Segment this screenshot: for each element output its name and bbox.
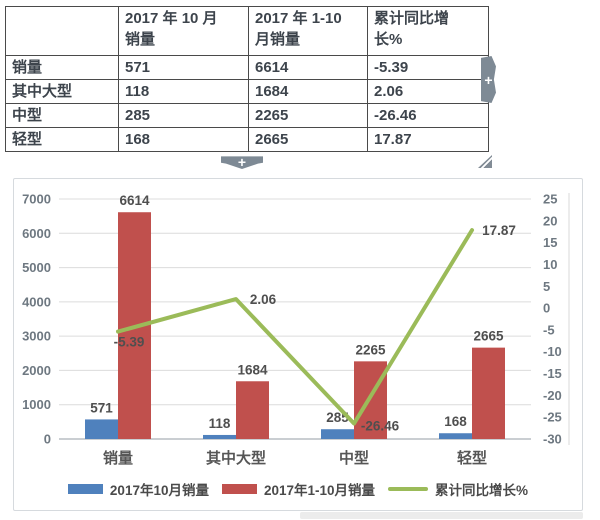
left-axis-tick-label: 4000 [22,294,51,309]
legend-swatch-red-bar [221,484,257,494]
category-label: 其中大型 [206,449,266,467]
header-cell-blank [5,6,119,56]
right-axis-tick-label: -5 [543,322,555,337]
left-axis-tick-label: 5000 [22,260,51,275]
category-label: 中型 [339,449,369,467]
line-data-label: 2.06 [250,292,277,307]
right-axis-tick-label: -10 [543,344,562,359]
line-data-label: 17.87 [482,223,516,238]
header-cell-ytd: 2017 年 1-10 月销量 [248,6,368,56]
right-axis-tick-label: -15 [543,366,562,381]
line-data-label: -5.39 [114,335,145,350]
cell-value: 6614 [248,55,368,80]
line-data-label: -26.46 [361,419,400,434]
legend-label: 累计同比增长% [435,483,529,498]
right-axis-tick-label: 10 [543,257,557,272]
table-row: 中型 285 2265 -26.46 [5,103,489,128]
row-label: 中型 [5,103,119,128]
table-row: 其中大型 118 1684 2.06 [5,79,489,104]
legend-item-growth: 累计同比增长% [388,479,528,499]
right-axis-tick-label: 5 [543,279,550,294]
bar-red [236,381,269,439]
right-axis-tick-label: 15 [543,235,557,250]
legend-swatch-green-line [388,487,429,491]
category-label: 销量 [103,449,133,467]
bar-blue [203,434,236,439]
table-resize-grip-icon[interactable] [478,155,492,168]
bar-blue [85,419,118,439]
bar-data-label: 571 [90,400,113,415]
cell-value: 285 [118,103,249,128]
legend-label: 2017年10月销量 [109,483,209,498]
cell-value: 2.06 [367,79,489,104]
cell-value: 2665 [248,127,368,152]
bar-red [472,347,505,439]
chart-canvas: 0 1000 2000 3000 4000 5000 6000 7000 -30 -25 -20 -1… [22,192,570,467]
legend-item-ytd-sales: 2017年1-10月销量 [221,479,376,499]
bar-data-label: 6614 [119,193,150,208]
table-row: 销量 571 6614 -5.39 [5,55,489,80]
header-cell-oct: 2017 年 10 月 销量 [118,6,249,56]
category-label: 轻型 [457,449,487,467]
cell-value: 17.87 [367,127,489,152]
cell-value: -26.46 [367,103,489,128]
left-axis-tick-label: 6000 [22,226,51,241]
combo-chart: 0 1000 2000 3000 4000 5000 6000 7000 -30 -25 -20 -1… [13,178,583,511]
row-label: 销量 [5,55,119,80]
bar-data-label: 1684 [237,362,268,377]
cell-value: 1684 [248,79,368,104]
cell-value: 571 [118,55,249,80]
right-axis-tick-label: -30 [543,432,562,447]
right-axis-tick-label: 0 [543,301,550,316]
cell-value: -5.39 [367,55,489,80]
row-label: 轻型 [5,127,119,152]
watermark-strip [300,512,583,519]
left-axis-tick-label: 7000 [22,192,51,207]
left-axis-tick-label: 2000 [22,363,51,378]
legend-item-oct-sales: 2017年10月销量 [67,479,209,499]
table-row: 轻型 168 2665 17.87 [5,127,489,152]
chart-legend: 2017年10月销量 2017年1-10月销量 累计同比增长% [14,479,582,499]
cell-value: 2265 [248,103,368,128]
legend-label: 2017年1-10月销量 [263,483,376,498]
header-cell-growth: 累计同比增 长% [367,6,489,56]
add-column-button[interactable]: + [481,56,496,103]
bar-blue [321,429,354,439]
right-axis-tick-label: 20 [543,213,557,228]
bar-data-label: 2665 [473,329,504,344]
bar-blue [439,433,472,439]
table-header-row: 2017 年 10 月 销量 2017 年 1-10 月销量 累计同比增 长% [5,6,489,56]
plus-icon: + [237,154,247,170]
legend-swatch-blue-bar [67,484,103,494]
left-axis-tick-label: 0 [44,432,51,447]
left-axis-tick-label: 3000 [22,329,51,344]
cell-value: 118 [118,79,249,104]
sales-table: 2017 年 10 月 销量 2017 年 1-10 月销量 累计同比增 长% … [5,6,489,152]
bar-data-label: 118 [209,416,231,431]
left-axis-tick-label: 1000 [22,397,51,412]
right-axis-tick-label: 25 [543,192,557,207]
plus-icon: + [484,71,493,88]
right-axis-tick-label: -25 [543,410,562,425]
bar-data-label: 168 [444,414,467,429]
add-row-button[interactable]: + [221,154,263,170]
right-axis-tick-label: -20 [543,388,562,403]
row-label: 其中大型 [5,79,119,104]
cell-value: 168 [118,127,249,152]
growth-line [116,228,474,426]
bar-data-label: 2265 [355,342,386,357]
